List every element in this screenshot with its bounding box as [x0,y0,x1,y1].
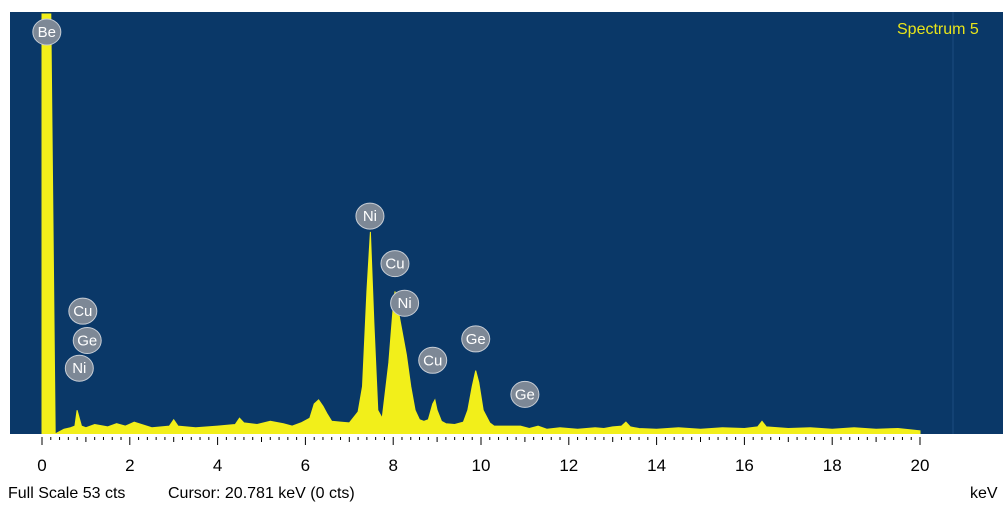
peak-label-badge [510,380,540,408]
peak-label-text: Ni [398,295,412,312]
peak-label-badge [390,289,420,317]
peak-label: Ni [64,354,94,382]
x-axis-bar [10,434,1003,437]
peak-label-text: Ni [72,360,86,377]
peak-label: Cu [380,250,410,278]
x-tick-label: 16 [735,456,754,475]
spectrum-title: Spectrum 5 [897,21,979,38]
x-tick-label: 4 [213,456,222,475]
status-unit: keV [970,485,998,502]
peak-label: Cu [68,297,98,325]
peak-label-badge [461,325,491,353]
x-axis-tick-labels: 0 2 4 6 8 10 12 14 16 18 20 [37,456,929,475]
peak-label-badge [355,202,385,230]
x-tick-label: 18 [823,456,842,475]
peak-label: Ni [390,289,420,317]
peak-label-badge [72,326,102,354]
x-tick-label: 0 [37,456,46,475]
peak-label-text: Cu [423,352,442,369]
peak-label-badge [32,18,62,46]
x-tick-label: 12 [559,456,578,475]
peak-label: Ni [355,202,385,230]
peak-label-text: Ge [77,332,97,349]
plot-background [10,12,1003,434]
x-tick-label: 14 [647,456,666,475]
peak-label-badge [64,354,94,382]
peak-label-text: Ni [363,208,377,225]
peak-label-badge [380,250,410,278]
x-axis-ticks [41,437,921,445]
peak-label-text: Cu [385,256,404,273]
peak-label-badge [68,297,98,325]
spectrum-area [41,13,921,435]
x-tick-label: 2 [125,456,134,475]
peak-label: Be [32,18,62,46]
peak-label-text: Ge [515,386,535,403]
peak-label: Cu [418,346,448,374]
x-tick-label: 20 [911,456,930,475]
peak-label: Ge [510,380,540,408]
peak-labels: Be Ni Cu Ni Cu Ge Ni Cu Ge Ge [32,18,540,408]
peak-label: Ge [72,326,102,354]
peak-label-text: Cu [73,303,92,320]
peak-label-badge [418,346,448,374]
status-full-scale: Full Scale 53 cts [8,485,126,502]
x-tick-label: 10 [472,456,491,475]
peak-label-text: Ge [466,331,486,348]
peak-label: Ge [461,325,491,353]
x-tick-label: 6 [301,456,310,475]
peak-label-text: Be [38,24,56,41]
status-cursor: Cursor: 20.781 keV (0 cts) [168,485,355,502]
x-tick-label: 8 [388,456,397,475]
